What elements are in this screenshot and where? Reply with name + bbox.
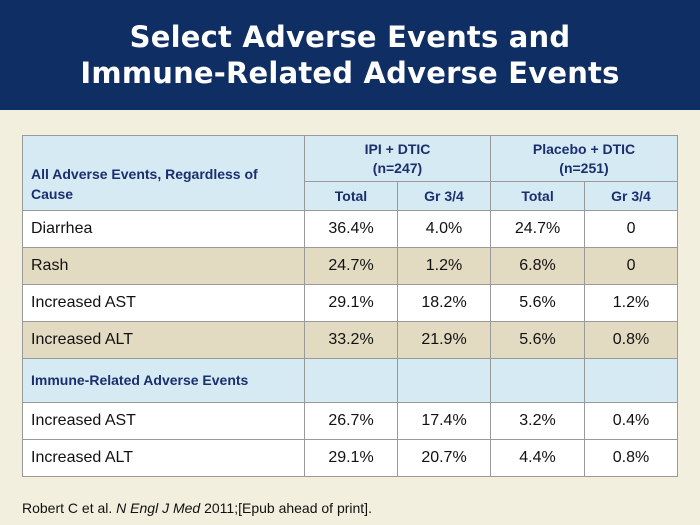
- row-label: Rash: [22, 247, 305, 285]
- cell-value: 33.2%: [304, 321, 398, 359]
- group-n: (n=247): [372, 159, 423, 176]
- table-row: Diarrhea 36.4% 4.0% 24.7% 0: [22, 210, 679, 248]
- slide-title-line-2: Immune-Related Adverse Events: [80, 56, 620, 90]
- cell-value: 29.1%: [304, 284, 398, 322]
- citation-details: 2011;[Epub ahead of print].: [200, 500, 372, 516]
- subheader-grade: Gr 3/4: [584, 181, 679, 211]
- cell-value: 21.9%: [396, 321, 492, 359]
- citation-authors: Robert C et al.: [22, 500, 117, 516]
- table-header-row: All Adverse Events, Regardless of Cause …: [22, 135, 679, 211]
- cell-value: 1.2%: [396, 247, 492, 285]
- subheader-total: Total: [490, 181, 586, 211]
- row-label: Increased ALT: [22, 439, 305, 477]
- table-row: Increased AST 29.1% 18.2% 5.6% 1.2%: [22, 284, 679, 322]
- cell-value: 36.4%: [304, 210, 398, 248]
- cell-value: 4.4%: [490, 439, 586, 477]
- subheader-grade: Gr 3/4: [396, 181, 492, 211]
- citation-journal: N Engl J Med: [116, 500, 201, 516]
- title-bar: Select Adverse Events and Immune-Related…: [0, 0, 700, 110]
- cell-value: 24.7%: [490, 210, 586, 248]
- cell-value: 20.7%: [396, 439, 492, 477]
- cell-value: 3.2%: [490, 402, 586, 440]
- cell-value: 24.7%: [304, 247, 398, 285]
- table-subheader-row: Total Gr 3/4 Total Gr 3/4: [22, 181, 679, 211]
- cell-value: 0: [584, 210, 679, 248]
- table-row: Rash 24.7% 1.2% 6.8% 0: [22, 247, 679, 285]
- empty-cell: [584, 358, 679, 403]
- cell-value: 0.8%: [584, 439, 679, 477]
- group-header-placebo-dtic: Placebo + DTIC (n=251): [490, 135, 679, 182]
- cell-value: 0.4%: [584, 402, 679, 440]
- cell-value: 17.4%: [396, 402, 492, 440]
- cell-value: 18.2%: [396, 284, 492, 322]
- citation: Robert C et al. N Engl J Med 2011;[Epub …: [22, 500, 372, 516]
- group-n: (n=251): [559, 159, 609, 176]
- table-row: Increased ALT 33.2% 21.9% 5.6% 0.8%: [22, 321, 679, 359]
- cell-value: 5.6%: [490, 321, 586, 359]
- row-label: Diarrhea: [22, 210, 305, 248]
- group-name: IPI + DTIC: [364, 140, 431, 157]
- section-label-immune-related: Immune-Related Adverse Events: [22, 358, 305, 403]
- group-header-ipi-dtic: IPI + DTIC (n=247): [303, 135, 492, 182]
- header-label-all-events: All Adverse Events, Regardless of Cause: [22, 135, 305, 211]
- cell-value: 6.8%: [490, 247, 586, 285]
- table-row: Increased ALT 29.1% 20.7% 4.4% 0.8%: [22, 439, 679, 477]
- cell-value: 0.8%: [584, 321, 679, 359]
- immune-section-row: Immune-Related Adverse Events: [22, 358, 679, 403]
- table-row: Increased AST 26.7% 17.4% 3.2% 0.4%: [22, 402, 679, 440]
- cell-value: 5.6%: [490, 284, 586, 322]
- row-label: Increased AST: [22, 402, 305, 440]
- slide-title-line-1: Select Adverse Events and: [129, 20, 571, 54]
- subheader-total: Total: [304, 181, 398, 211]
- adverse-events-table: All Adverse Events, Regardless of Cause …: [22, 135, 679, 477]
- empty-cell: [490, 358, 586, 403]
- empty-cell: [396, 358, 492, 403]
- cell-value: 1.2%: [584, 284, 679, 322]
- cell-value: 26.7%: [304, 402, 398, 440]
- cell-value: 0: [584, 247, 679, 285]
- cell-value: 4.0%: [396, 210, 492, 248]
- row-label: Increased AST: [22, 284, 305, 322]
- cell-value: 29.1%: [304, 439, 398, 477]
- group-name: Placebo + DTIC: [532, 140, 636, 157]
- row-label: Increased ALT: [22, 321, 305, 359]
- empty-cell: [304, 358, 398, 403]
